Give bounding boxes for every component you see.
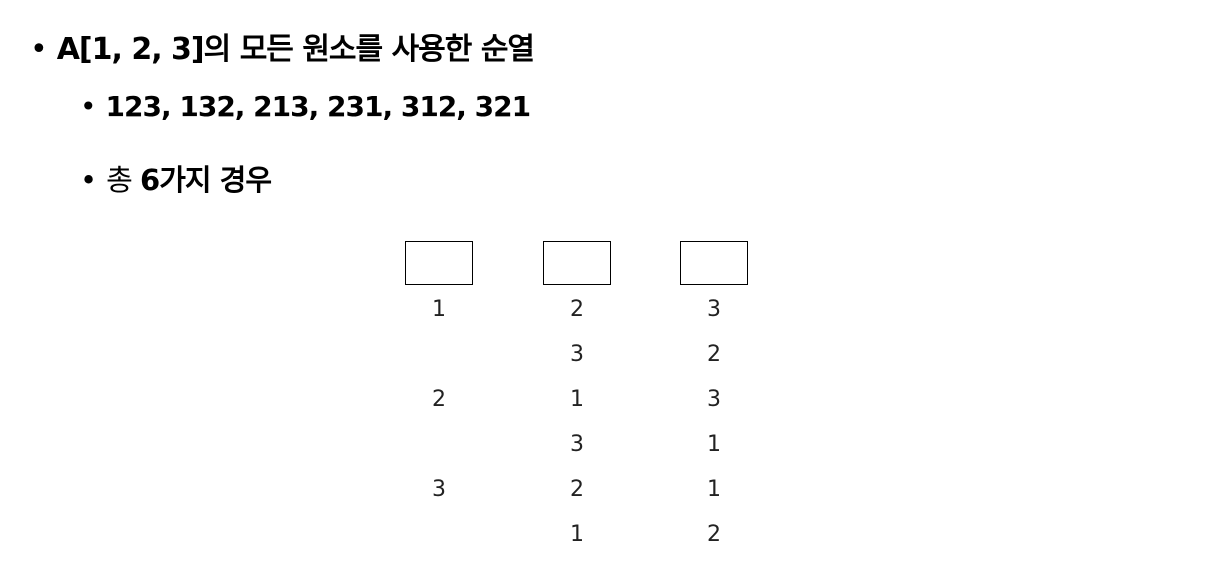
slot-box-2 [543, 241, 611, 285]
cell-c3-r5: 1 [707, 477, 721, 502]
cell-c1-r3: 2 [432, 387, 446, 412]
cell-c2-r6: 1 [570, 522, 584, 547]
total-number: 6 [140, 163, 160, 197]
bullet-title: • A[1, 2, 3]의 모든 원소를 사용한 순열 [30, 24, 535, 68]
title-text: A[1, 2, 3]의 모든 원소를 사용한 순열 [56, 32, 535, 67]
slot-box-1 [405, 241, 473, 285]
cell-c3-r1: 3 [707, 297, 721, 322]
bullet-dot: • [80, 163, 97, 197]
cell-c3-r3: 3 [707, 387, 721, 412]
bullet-dot: • [80, 90, 96, 123]
total-prefix: 총 [106, 163, 141, 197]
cell-c2-r1: 2 [570, 297, 584, 322]
total-suffix: 가지 경우 [159, 163, 272, 197]
slot-box-3 [680, 241, 748, 285]
bullet-permutations: • 123, 132, 213, 231, 312, 321 [80, 90, 532, 123]
cell-c3-r6: 2 [707, 522, 721, 547]
bullet-total: • 총 6가지 경우 [80, 157, 272, 199]
cell-c2-r2: 3 [570, 342, 584, 367]
permutations-text: 123, 132, 213, 231, 312, 321 [105, 90, 532, 123]
cell-c1-r5: 3 [432, 477, 446, 502]
cell-c3-r4: 1 [707, 432, 721, 457]
bullet-dot: • [30, 32, 48, 67]
cell-c2-r4: 3 [570, 432, 584, 457]
cell-c1-r1: 1 [432, 297, 446, 322]
cell-c2-r3: 1 [570, 387, 584, 412]
cell-c2-r5: 2 [570, 477, 584, 502]
cell-c3-r2: 2 [707, 342, 721, 367]
